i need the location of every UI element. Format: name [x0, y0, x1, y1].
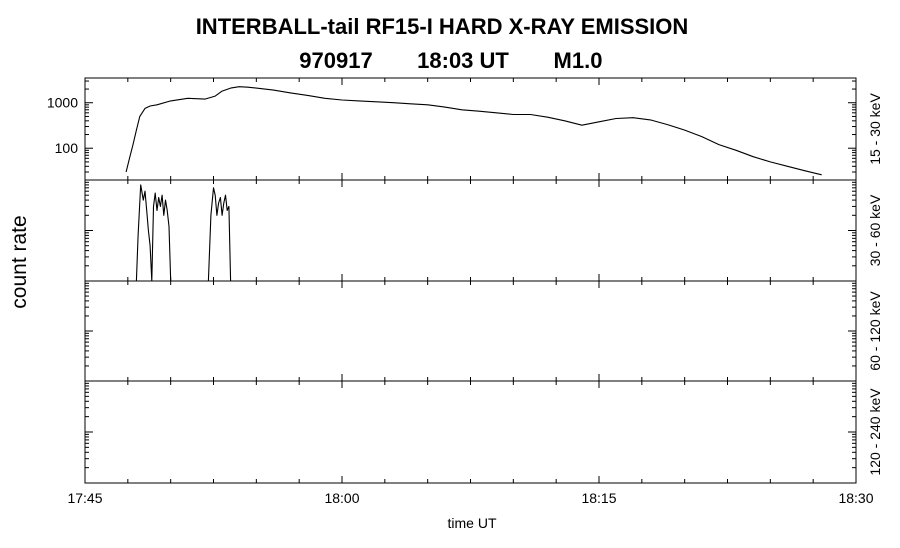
band-label: 60 - 120 keV: [867, 291, 883, 371]
panel-frame-4: [84, 380, 857, 484]
x-tick-label: 18:30: [838, 490, 873, 506]
chart-title: INTERBALL-tail RF15-I HARD X-RAY EMISSIO…: [196, 14, 689, 39]
x-tick-label: 18:00: [324, 490, 359, 506]
panel-frame-2: [84, 179, 857, 282]
x-axis-label: time UT: [448, 515, 497, 531]
chart-subtitle-time: 18:03 UT: [417, 48, 509, 73]
x-tick-label: 18:15: [581, 490, 616, 506]
plot-layer: 100 1000 15 - 30 keV 30 - 60 keV 60 - 120 ke…: [47, 77, 883, 506]
x-tick-label: 17:45: [67, 490, 102, 506]
panel-frame-1: [84, 77, 857, 181]
y-axis-label: count rate: [8, 215, 31, 308]
panel-frame-3: [84, 280, 857, 382]
series-line-2-2: [207, 187, 232, 282]
series-line-2-1: [135, 184, 172, 282]
y-tick-label: 1000: [47, 95, 78, 111]
series-line-1-1: [125, 86, 822, 176]
band-label: 30 - 60 keV: [867, 194, 883, 266]
band-label: 120 - 240 keV: [867, 388, 883, 476]
y-tick-label: 100: [55, 140, 79, 156]
chart-subtitle-date: 970917: [299, 48, 372, 73]
chart-subtitle-class: M1.0: [554, 48, 603, 73]
band-label: 15 - 30 keV: [867, 93, 883, 165]
